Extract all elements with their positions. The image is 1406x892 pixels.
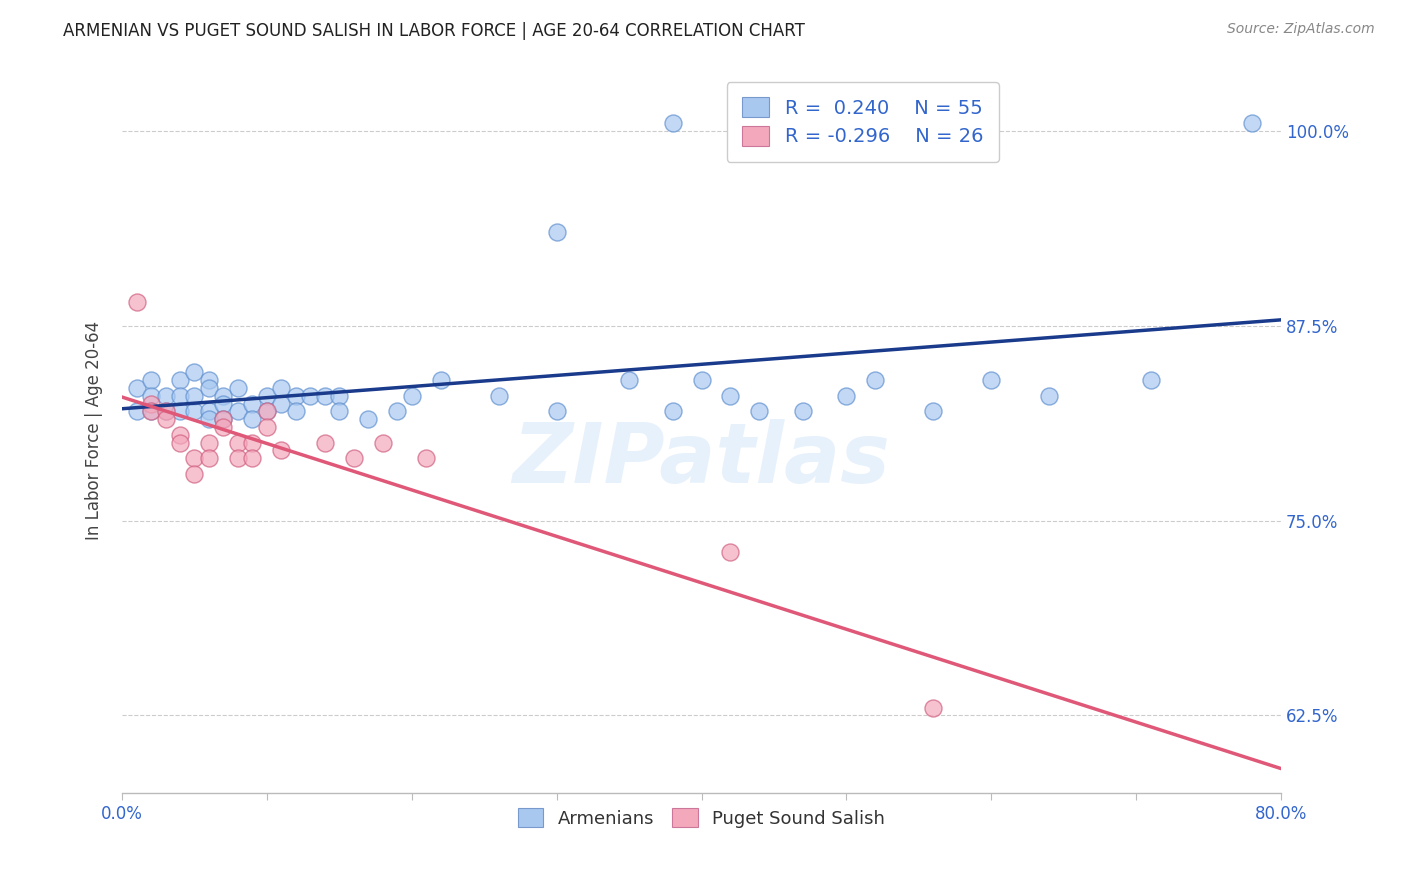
Point xyxy=(183,451,205,466)
Point xyxy=(242,397,264,411)
Point xyxy=(922,700,945,714)
Point xyxy=(198,404,221,418)
Point xyxy=(242,451,264,466)
Point xyxy=(661,404,683,418)
Point xyxy=(125,381,148,395)
Point xyxy=(169,389,191,403)
Point xyxy=(661,116,683,130)
Point xyxy=(748,404,770,418)
Point xyxy=(242,435,264,450)
Point xyxy=(1139,373,1161,387)
Point xyxy=(183,366,205,380)
Point xyxy=(183,389,205,403)
Point xyxy=(139,404,162,418)
Point xyxy=(284,404,307,418)
Point xyxy=(299,389,322,403)
Point xyxy=(328,389,350,403)
Point xyxy=(212,389,235,403)
Point xyxy=(125,404,148,418)
Point xyxy=(198,412,221,426)
Text: Source: ZipAtlas.com: Source: ZipAtlas.com xyxy=(1227,22,1375,37)
Text: ARMENIAN VS PUGET SOUND SALISH IN LABOR FORCE | AGE 20-64 CORRELATION CHART: ARMENIAN VS PUGET SOUND SALISH IN LABOR … xyxy=(63,22,806,40)
Point xyxy=(155,404,177,418)
Point xyxy=(720,545,742,559)
Point xyxy=(980,373,1002,387)
Point xyxy=(198,451,221,466)
Point xyxy=(155,412,177,426)
Point xyxy=(169,435,191,450)
Point xyxy=(343,451,366,466)
Point xyxy=(690,373,713,387)
Point xyxy=(546,225,568,239)
Point xyxy=(270,397,292,411)
Point xyxy=(387,404,409,418)
Point xyxy=(314,389,336,403)
Point xyxy=(242,412,264,426)
Point xyxy=(488,389,510,403)
Point xyxy=(198,435,221,450)
Point xyxy=(256,420,278,434)
Point xyxy=(169,427,191,442)
Point xyxy=(226,435,249,450)
Point xyxy=(198,373,221,387)
Point xyxy=(139,397,162,411)
Point xyxy=(720,389,742,403)
Point xyxy=(212,420,235,434)
Point xyxy=(865,373,887,387)
Point xyxy=(835,389,858,403)
Point xyxy=(429,373,451,387)
Point xyxy=(139,389,162,403)
Point xyxy=(256,404,278,418)
Point xyxy=(183,467,205,481)
Point xyxy=(328,404,350,418)
Point xyxy=(256,389,278,403)
Point xyxy=(270,443,292,458)
Point xyxy=(212,412,235,426)
Point xyxy=(212,397,235,411)
Point xyxy=(155,404,177,418)
Point xyxy=(1038,389,1060,403)
Point xyxy=(169,404,191,418)
Point xyxy=(226,451,249,466)
Point xyxy=(546,404,568,418)
Point xyxy=(198,381,221,395)
Point xyxy=(357,412,380,426)
Point xyxy=(226,381,249,395)
Point xyxy=(314,435,336,450)
Point xyxy=(401,389,423,403)
Point xyxy=(270,381,292,395)
Point xyxy=(371,435,394,450)
Text: ZIPatlas: ZIPatlas xyxy=(513,419,890,500)
Point xyxy=(183,404,205,418)
Point xyxy=(125,295,148,310)
Point xyxy=(415,451,437,466)
Point xyxy=(155,389,177,403)
Point xyxy=(1240,116,1263,130)
Point xyxy=(284,389,307,403)
Legend: Armenians, Puget Sound Salish: Armenians, Puget Sound Salish xyxy=(510,801,893,835)
Point xyxy=(139,404,162,418)
Point xyxy=(139,373,162,387)
Point xyxy=(256,404,278,418)
Point xyxy=(792,404,814,418)
Point xyxy=(922,404,945,418)
Y-axis label: In Labor Force | Age 20-64: In Labor Force | Age 20-64 xyxy=(86,321,103,541)
Point xyxy=(169,373,191,387)
Point xyxy=(226,404,249,418)
Point xyxy=(212,412,235,426)
Point xyxy=(617,373,640,387)
